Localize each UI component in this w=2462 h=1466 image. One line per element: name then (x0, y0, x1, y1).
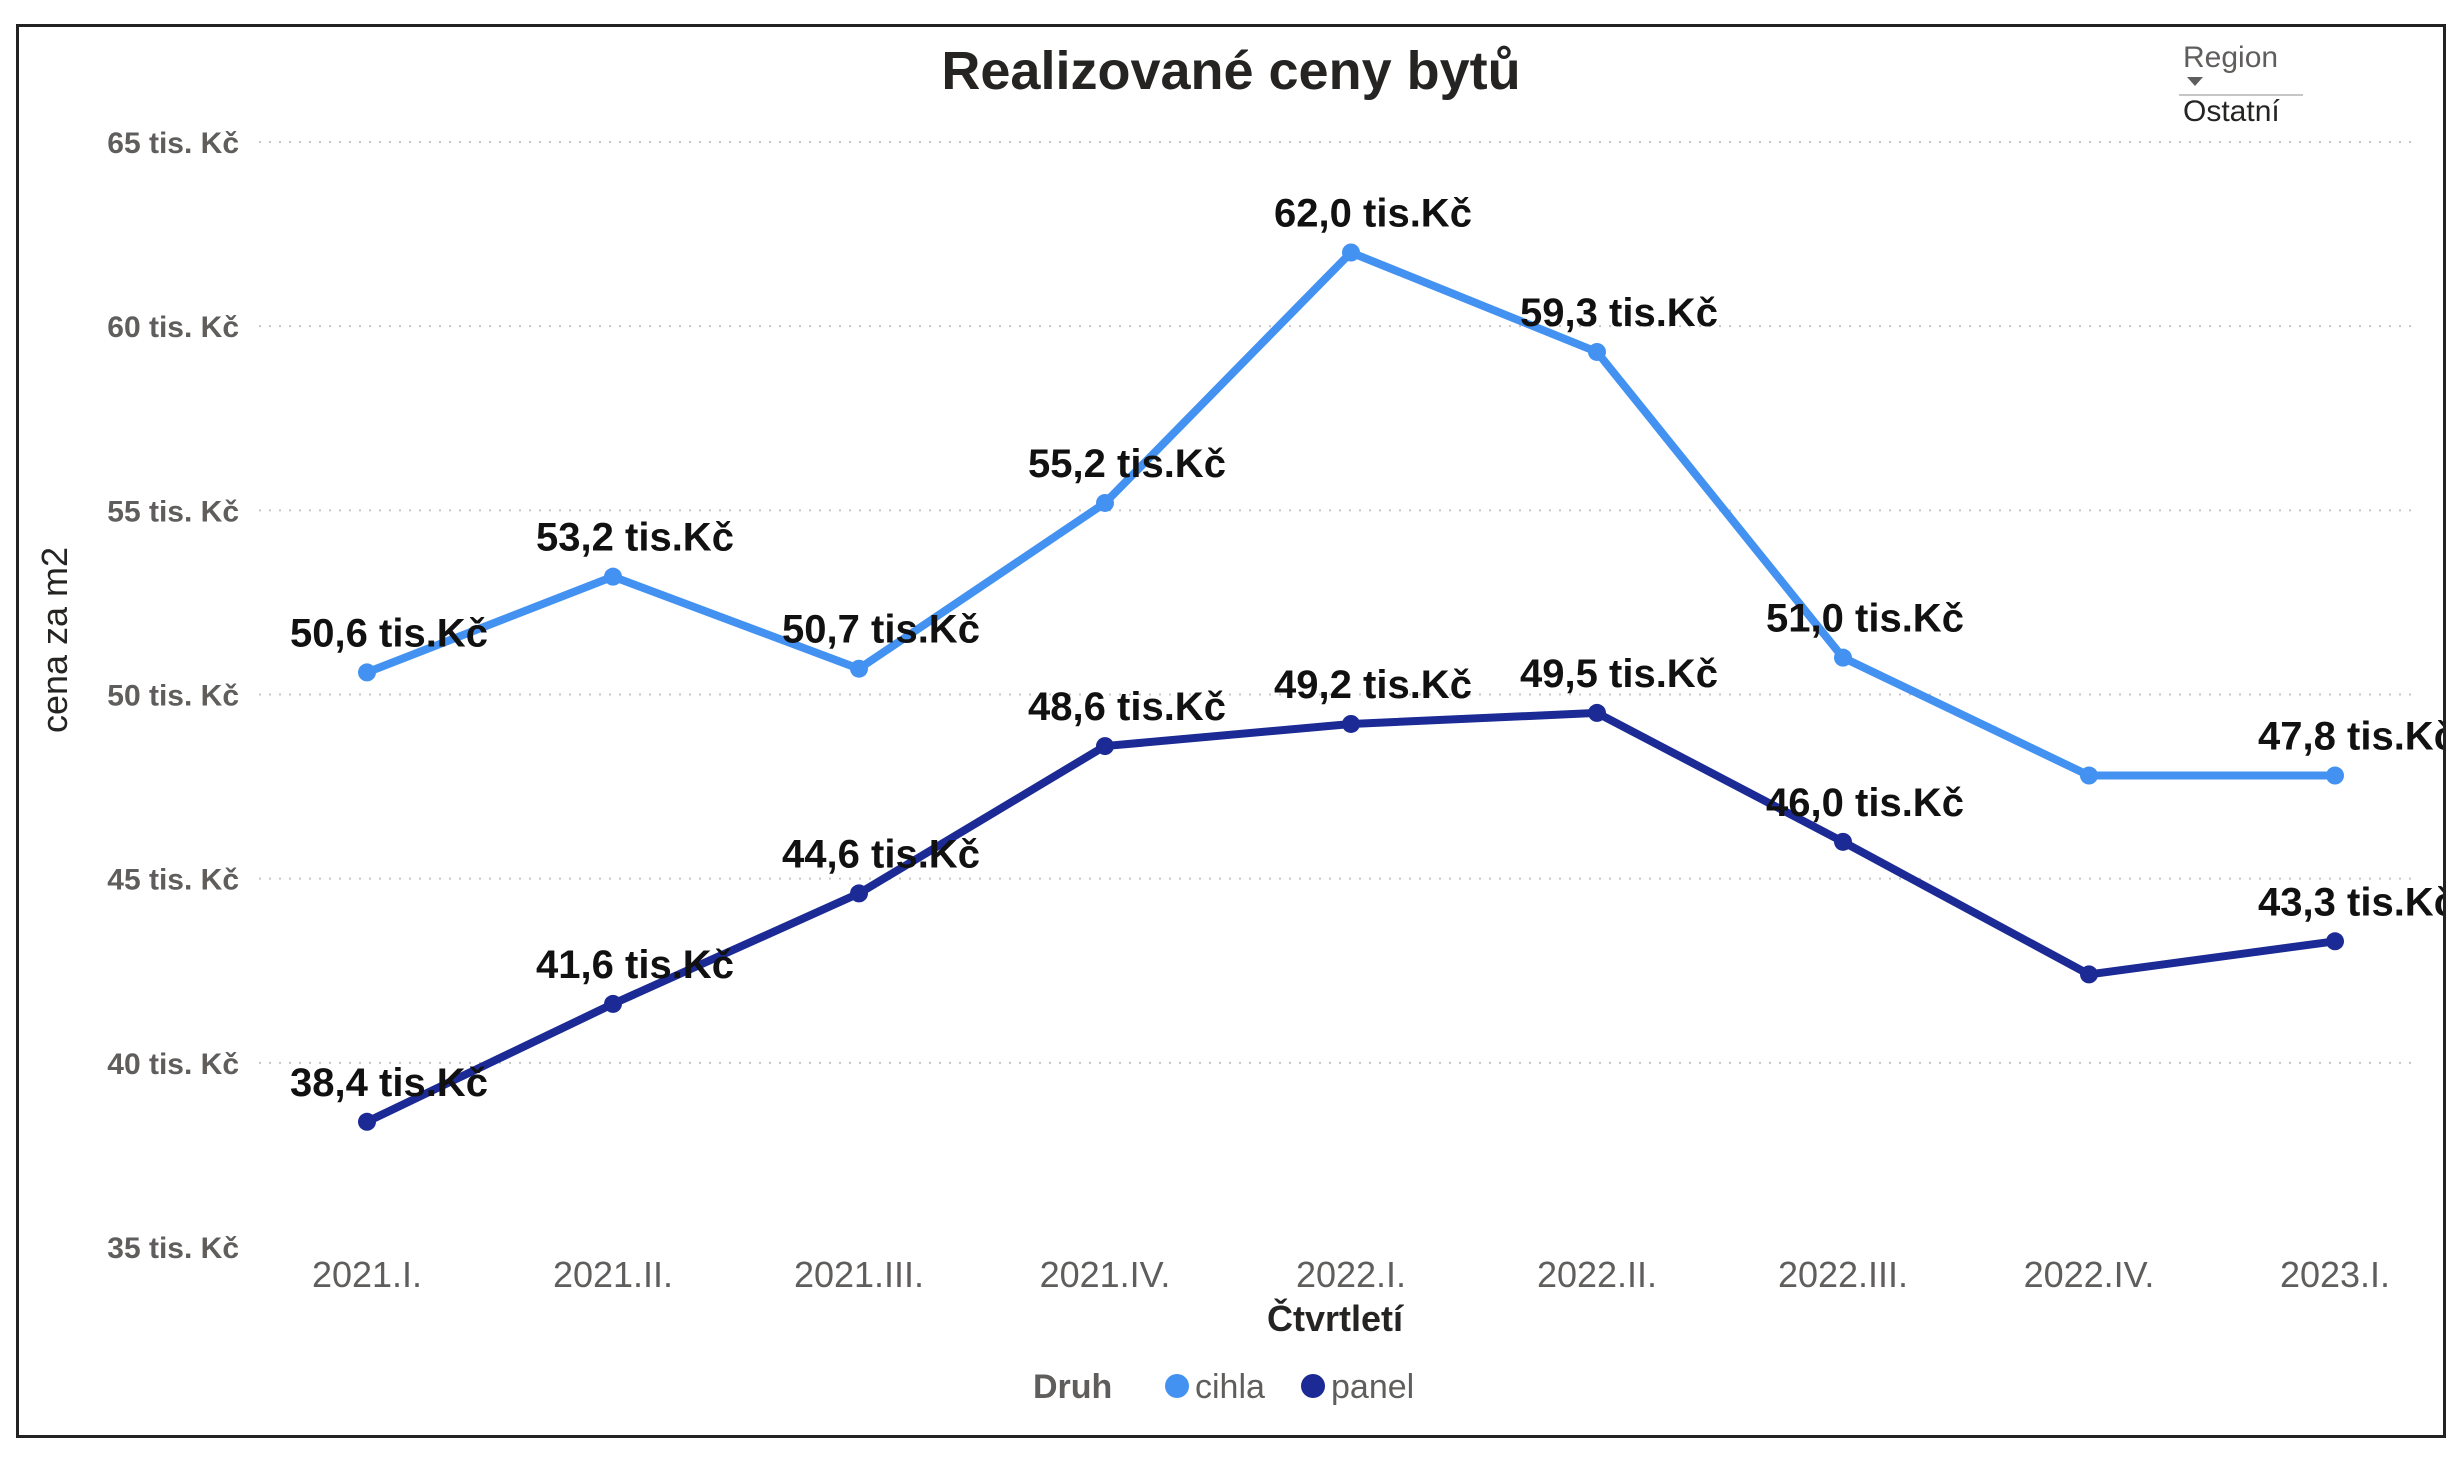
legend-marker-icon (1165, 1374, 1189, 1398)
data-label-panel: 43,3 tis.Kč (2258, 880, 2443, 924)
data-label-cihla: 53,2 tis.Kč (536, 516, 734, 560)
y-tick-label: 55 tis. Kč (107, 495, 239, 528)
y-tick-label: 45 tis. Kč (107, 864, 239, 897)
y-axis-ticks: 35 tis. Kč 40 tis. Kč 45 tis. Kč 50 tis. Kč… (107, 127, 239, 1265)
data-point-panel[interactable] (1096, 737, 1114, 756)
slicer-title: Region (2183, 41, 2278, 74)
data-point-cihla[interactable] (1588, 342, 1606, 361)
legend: Druh cihla panel (1033, 1368, 1414, 1406)
legend-item-panel[interactable]: panel (1301, 1368, 1414, 1406)
region-slicer[interactable]: Region Ostatní (2179, 41, 2303, 128)
data-point-cihla[interactable] (358, 663, 376, 682)
legend-label: panel (1331, 1368, 1414, 1406)
data-point-cihla[interactable] (1096, 493, 1114, 512)
y-tick-label: 40 tis. Kč (107, 1048, 239, 1081)
series-line-panel (363, 708, 2339, 1126)
data-label-cihla: 47,8 tis.Kč (2258, 715, 2443, 759)
y-tick-label: 35 tis. Kč (107, 1232, 239, 1265)
data-label-cihla: 55,2 tis.Kč (1028, 442, 1226, 486)
data-point-cihla[interactable] (2080, 766, 2098, 785)
data-label-panel: 49,2 tis.Kč (1274, 663, 1472, 707)
y-axis-title: cena za m2 (34, 547, 75, 733)
x-tick-label: 2023.I. (2280, 1254, 2390, 1295)
data-label-cihla: 50,6 tis.Kč (290, 611, 488, 655)
data-point-cihla[interactable] (850, 659, 868, 678)
chart-title: Realizované ceny bytů (941, 41, 1520, 101)
x-tick-label: 2021.IV. (1040, 1254, 1171, 1295)
y-tick-label: 60 tis. Kč (107, 311, 239, 344)
legend-label: cihla (1195, 1368, 1265, 1406)
legend-item-cihla[interactable]: cihla (1165, 1368, 1265, 1406)
data-point-panel[interactable] (358, 1112, 376, 1131)
data-point-panel[interactable] (1588, 703, 1606, 722)
data-label-panel: 48,6 tis.Kč (1028, 685, 1226, 729)
line-chart: Realizované ceny bytů Region Ostatní 35 … (34, 41, 2443, 1406)
x-tick-label: 2021.I. (312, 1254, 422, 1295)
data-point-cihla[interactable] (1342, 243, 1360, 262)
x-tick-label: 2022.IV. (2024, 1254, 2155, 1295)
x-tick-label: 2022.III. (1778, 1254, 1908, 1295)
data-point-cihla[interactable] (1834, 648, 1852, 667)
y-tick-label: 65 tis. Kč (107, 127, 239, 160)
x-tick-label: 2022.II. (1537, 1254, 1657, 1295)
x-axis-title: Čtvrtletí (1267, 1297, 1404, 1339)
data-label-panel: 38,4 tis.Kč (290, 1061, 488, 1105)
gridlines (259, 141, 2419, 1064)
data-point-panel[interactable] (2326, 932, 2344, 951)
data-label-panel: 41,6 tis.Kč (536, 943, 734, 987)
series-layer (358, 243, 2344, 1131)
data-point-panel[interactable] (850, 884, 868, 903)
x-tick-label: 2022.I. (1296, 1254, 1406, 1295)
data-label-cihla: 51,0 tis.Kč (1766, 597, 1964, 641)
legend-title: Druh (1033, 1368, 1112, 1406)
data-label-panel: 49,5 tis.Kč (1520, 652, 1718, 696)
legend-marker-icon (1301, 1374, 1325, 1398)
data-point-panel[interactable] (604, 994, 622, 1013)
data-point-panel[interactable] (1342, 714, 1360, 733)
data-point-panel[interactable] (2080, 965, 2098, 984)
dropdown-arrow-icon[interactable] (2187, 77, 2203, 86)
data-label-cihla: 59,3 tis.Kč (1520, 291, 1718, 335)
x-tick-label: 2021.III. (794, 1254, 924, 1295)
data-point-cihla[interactable] (2326, 766, 2344, 785)
data-point-cihla[interactable] (604, 567, 622, 586)
data-point-panel[interactable] (1834, 832, 1852, 851)
data-labels: 50,6 tis.Kč 53,2 tis.Kč 50,7 tis.Kč 55,2 ti… (290, 192, 2443, 1105)
data-label-panel: 46,0 tis.Kč (1766, 781, 1964, 825)
data-label-panel: 44,6 tis.Kč (782, 832, 980, 876)
data-label-cihla: 62,0 tis.Kč (1274, 192, 1472, 236)
chart-frame: Realizované ceny bytů Region Ostatní 35 … (16, 24, 2446, 1438)
slicer-value[interactable]: Ostatní (2183, 95, 2280, 128)
data-label-cihla: 50,7 tis.Kč (782, 608, 980, 652)
y-tick-label: 50 tis. Kč (107, 680, 239, 713)
x-tick-label: 2021.II. (553, 1254, 673, 1295)
x-axis-ticks: 2021.I. 2021.II. 2021.III. 2021.IV. 2022.I. 2… (312, 1254, 2390, 1295)
